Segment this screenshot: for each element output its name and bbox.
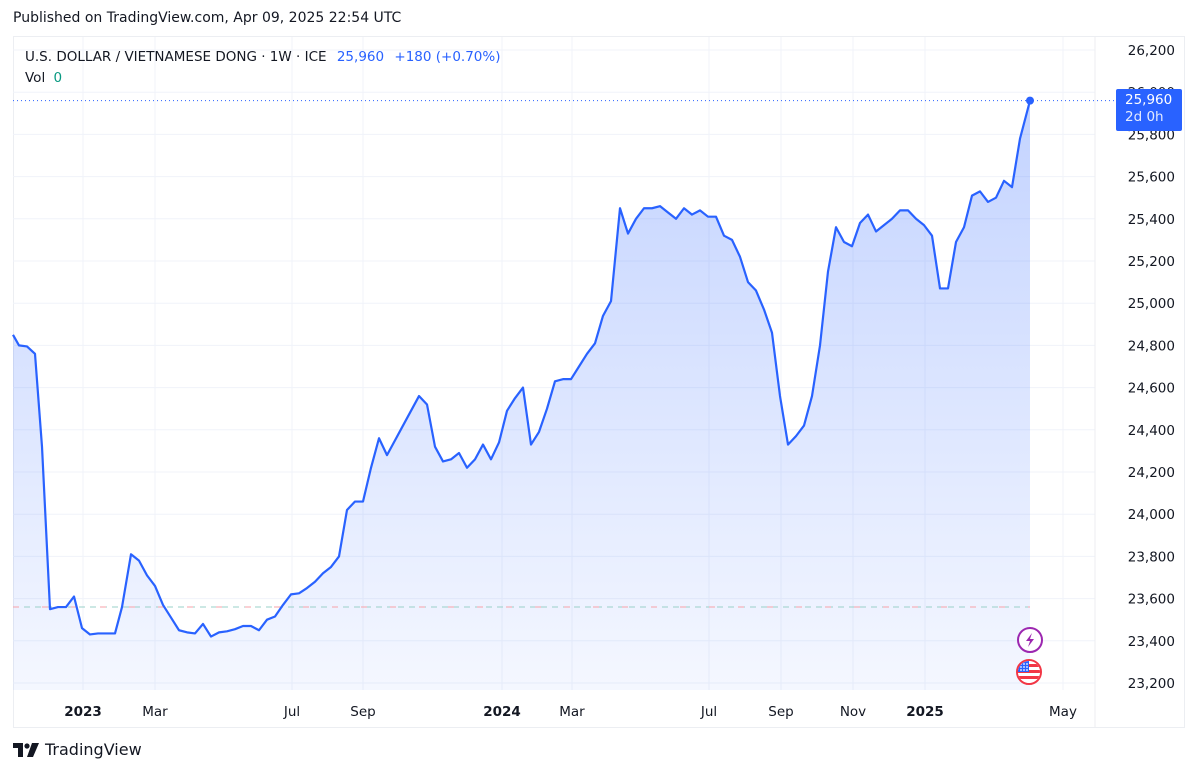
price-tick-label: 23,400 [1128, 634, 1175, 650]
price-tick-label: 26,200 [1128, 43, 1175, 59]
last-price: 25,960 [336, 49, 385, 65]
time-tick-label: 2023 [64, 704, 102, 720]
price-tick-label: 24,200 [1128, 465, 1175, 481]
symbol-title: U.S. DOLLAR / VIETNAMESE DONG · 1W · ICE [25, 49, 327, 65]
time-tick-label: Sep [768, 704, 793, 720]
time-tick-label: Jul [283, 704, 300, 720]
time-tick-label: Mar [142, 704, 168, 720]
price-tick-label: 23,800 [1128, 549, 1175, 565]
time-tick-label: Nov [840, 704, 866, 720]
tradingview-logo-icon [13, 742, 39, 757]
lightning-icon[interactable] [1017, 627, 1043, 653]
price-tick-label: 25,000 [1128, 296, 1175, 312]
price-tick-label: 23,600 [1128, 592, 1175, 608]
time-tick-label: Mar [559, 704, 585, 720]
time-tick-label: 2025 [906, 704, 944, 720]
bar-countdown: 2d 0h [1125, 109, 1164, 125]
price-axis[interactable]: 23,200 23,400 23,600 23,800 24,000 24,200 24,4… [1128, 43, 1175, 692]
volume-label: Vol [25, 70, 46, 86]
price-tick-label: 25,800 [1128, 127, 1175, 143]
price-tick-label: 24,400 [1128, 423, 1175, 439]
last-price-tag: 25,960 2d 0h [1116, 89, 1182, 131]
volume-value: 0 [53, 70, 63, 86]
price-change: +180 (+0.70%) [394, 49, 501, 65]
price-tag-value: 25,960 [1125, 92, 1173, 108]
price-tick-label: 25,400 [1128, 212, 1175, 228]
us-flag-icon[interactable] [1016, 659, 1042, 685]
time-tick-label: Sep [350, 704, 375, 720]
price-tick-label: 24,800 [1128, 338, 1175, 354]
time-axis[interactable]: 2023 Mar Jul Sep 2024 Mar Jul Sep Nov 2025 May [64, 704, 1077, 720]
price-tick-label: 25,200 [1128, 254, 1175, 270]
chart-legend: U.S. DOLLAR / VIETNAMESE DONG · 1W · ICE… [25, 47, 501, 89]
price-line [12, 100, 1032, 638]
area-fill [13, 100, 1030, 690]
price-tick-label: 23,200 [1128, 676, 1175, 692]
published-caption: Published on TradingView.com, Apr 09, 20… [13, 10, 402, 26]
price-tick-label: 25,600 [1128, 170, 1175, 186]
price-tick-label: 24,600 [1128, 381, 1175, 397]
time-tick-label: May [1049, 704, 1077, 720]
tradingview-brand[interactable]: TradingView [13, 740, 142, 759]
last-price-dot [1026, 96, 1034, 105]
time-tick-label: Jul [700, 704, 717, 720]
brand-name: TradingView [45, 740, 142, 759]
time-tick-label: 2024 [483, 704, 521, 720]
price-tick-label: 24,000 [1128, 507, 1175, 523]
